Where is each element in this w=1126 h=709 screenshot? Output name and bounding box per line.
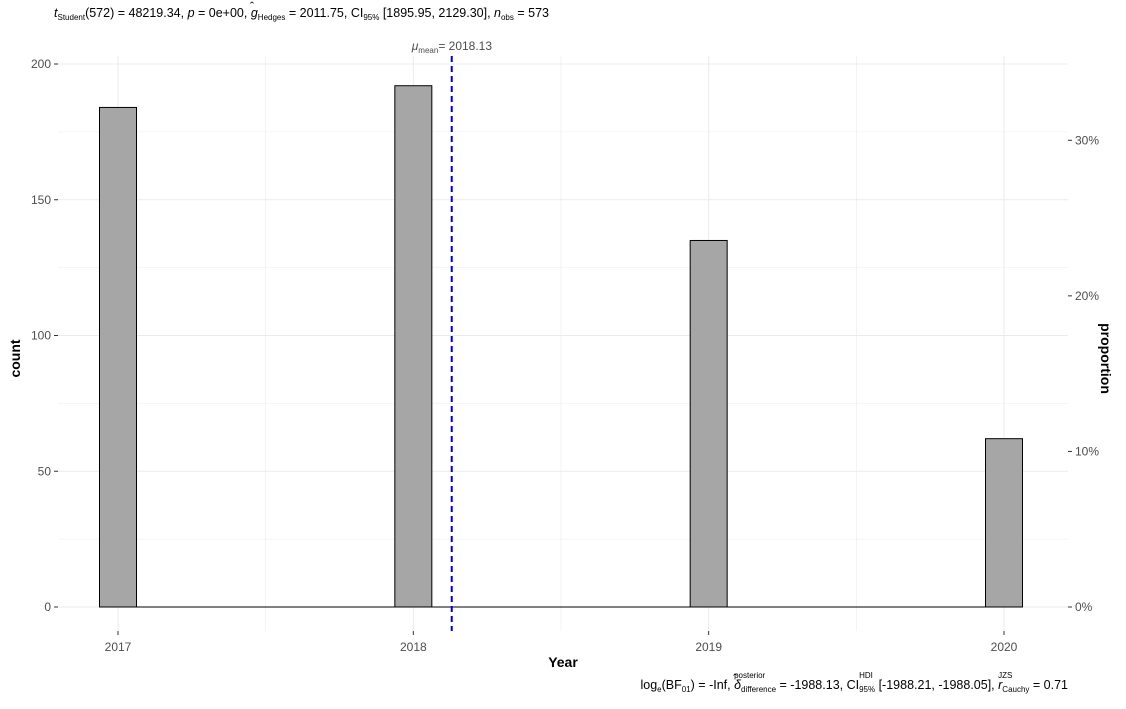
r-sub: Cauchy: [1002, 685, 1030, 694]
g-sub: Hedges: [257, 13, 286, 22]
ci-sup: HDI: [859, 671, 873, 680]
ci-sub: 95%: [859, 685, 876, 694]
y-tick-label: 150: [31, 193, 51, 207]
y-tick-label: 100: [31, 329, 51, 343]
ci-value: [-1988.21, -1988.05],: [875, 678, 999, 692]
x-tick-label: 2017: [105, 640, 132, 654]
p-value: = 0e+00,: [194, 6, 251, 20]
y-right-tick-label: 0%: [1075, 600, 1093, 614]
stat-name: t: [54, 6, 58, 20]
bar-2020: [985, 438, 1023, 608]
bf-value: ) = -Inf,: [690, 678, 735, 692]
bf-rest: (BF: [661, 678, 682, 692]
chart-caption: loge(BF01) = -Inf, δposteriordifference …: [640, 672, 1068, 695]
bar-2019: [689, 239, 728, 608]
bf-sub2: 01: [681, 685, 691, 694]
ci-value: [1895.95, 2129.30],: [379, 6, 495, 20]
r-label: r: [998, 678, 1003, 692]
ci-stack: HDI 95%: [859, 672, 876, 694]
delta-symbol: δ: [734, 679, 741, 692]
p-label: p: [187, 6, 195, 20]
bar-2017: [99, 106, 137, 608]
bf-sub: e: [657, 685, 662, 694]
x-tick-label: 2018: [400, 640, 427, 654]
bar-2018: [394, 85, 433, 608]
ci-sub: 95%: [363, 13, 380, 22]
x-tick-label: 2019: [695, 640, 722, 654]
bf-label: log: [640, 678, 658, 692]
g-value: = 2011.75, CI: [285, 6, 364, 20]
r-value: = 0.71: [1029, 678, 1068, 692]
y-axis-title: count: [7, 339, 23, 377]
delta-value: = -1988.13, CI: [776, 678, 860, 692]
y-right-tick-label: 10%: [1075, 444, 1099, 458]
delta-sub: difference: [741, 685, 777, 694]
g-label: g: [251, 6, 258, 20]
mean-label: μmean= 2018.13: [411, 39, 493, 55]
stat-sub: Student: [57, 13, 86, 22]
n-value: = 573: [513, 6, 549, 20]
chart-subtitle: tStudent(572) = 48219.34, p = 0e+00, gHe…: [54, 6, 549, 22]
y-tick-label: 0: [44, 600, 51, 614]
delta-sup: posterior: [734, 671, 766, 680]
r-sup: JZS: [998, 671, 1013, 680]
y-tick-label: 200: [31, 57, 51, 71]
y-right-tick-label: 30%: [1075, 133, 1099, 147]
r-stack: r JZS Cauchy: [998, 672, 1030, 694]
n-sub: obs: [500, 13, 514, 22]
x-tick-label: 2020: [991, 640, 1018, 654]
stat-value: (572) = 48219.34,: [85, 6, 188, 20]
y-tick-label: 50: [38, 464, 52, 478]
y-right-axis-title: proportion: [1098, 323, 1114, 394]
y-right-tick-label: 20%: [1075, 289, 1099, 303]
x-axis-title: Year: [548, 654, 578, 670]
n-label: n: [494, 6, 501, 20]
